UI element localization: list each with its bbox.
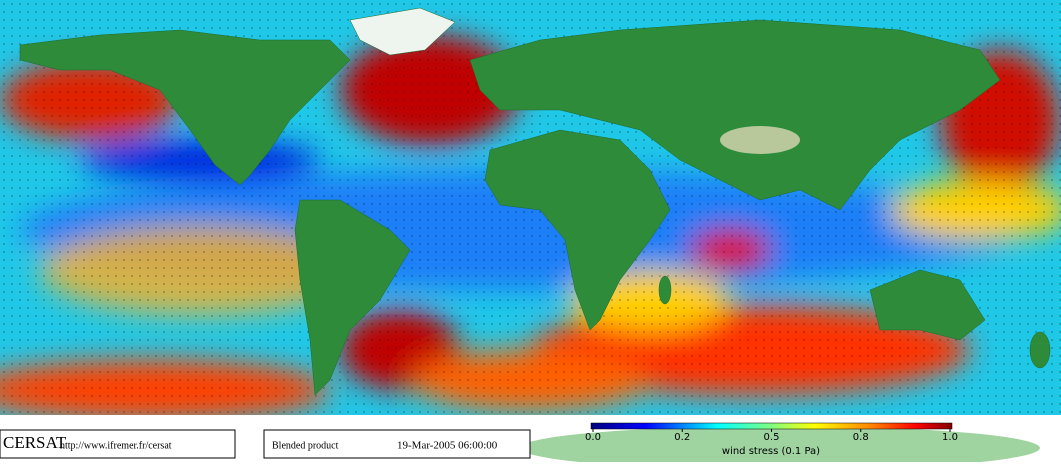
brand: CERSAT [3,433,67,452]
product: Blended product [272,440,339,451]
colorbar-tick-label: 0.8 [853,432,869,443]
colorbar-label: wind stress (0.1 Pa) [722,446,820,457]
date: 19-Mar-2005 06:00:00 [397,440,498,452]
colorbar: wind stress (0.1 Pa) 0.0 0.2 0.5 0.8 1.0 [585,422,958,457]
brand-box [0,429,236,459]
land [19,7,1051,396]
colorbar-scale [590,422,953,430]
colorbar-tick-label: 0.0 [585,432,601,443]
footer: CERSAT http://www.ifremer.fr/cersat Blen… [0,429,531,459]
url: http://www.ifremer.fr/cersat [60,440,172,451]
colorbar-tick-label: 1.0 [942,432,958,443]
colorbar-tick-label: 0.5 [764,432,780,443]
product-box [263,429,531,459]
colorbar-tick-label: 0.2 [674,432,690,443]
